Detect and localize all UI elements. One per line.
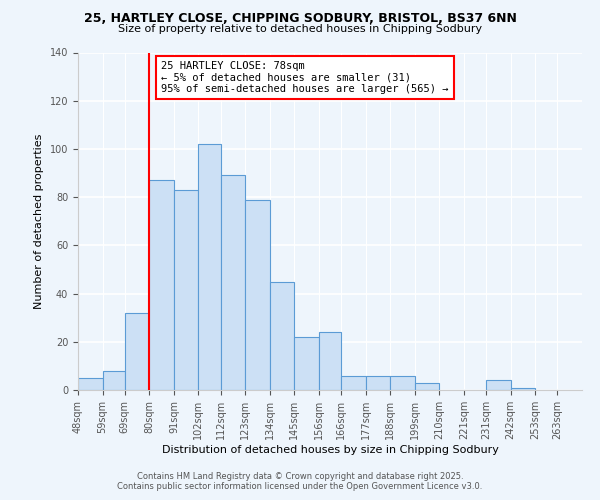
Bar: [221, 176, 245, 390]
Bar: [295, 337, 319, 390]
Bar: [319, 332, 341, 390]
Bar: [270, 282, 295, 390]
Bar: [415, 383, 439, 390]
Bar: [174, 190, 199, 390]
Bar: [365, 376, 390, 390]
Bar: [78, 378, 103, 390]
Text: 25, HARTLEY CLOSE, CHIPPING SODBURY, BRISTOL, BS37 6NN: 25, HARTLEY CLOSE, CHIPPING SODBURY, BRI…: [83, 12, 517, 26]
X-axis label: Distribution of detached houses by size in Chipping Sodbury: Distribution of detached houses by size …: [161, 444, 499, 454]
Bar: [486, 380, 511, 390]
Bar: [149, 180, 174, 390]
Bar: [511, 388, 535, 390]
Bar: [390, 376, 415, 390]
Bar: [245, 200, 270, 390]
Y-axis label: Number of detached properties: Number of detached properties: [34, 134, 44, 309]
Bar: [199, 144, 221, 390]
Bar: [341, 376, 365, 390]
Bar: [125, 313, 149, 390]
Bar: [103, 370, 125, 390]
Text: 25 HARTLEY CLOSE: 78sqm
← 5% of detached houses are smaller (31)
95% of semi-det: 25 HARTLEY CLOSE: 78sqm ← 5% of detached…: [161, 61, 449, 94]
Text: Contains HM Land Registry data © Crown copyright and database right 2025.
Contai: Contains HM Land Registry data © Crown c…: [118, 472, 482, 491]
Text: Size of property relative to detached houses in Chipping Sodbury: Size of property relative to detached ho…: [118, 24, 482, 34]
